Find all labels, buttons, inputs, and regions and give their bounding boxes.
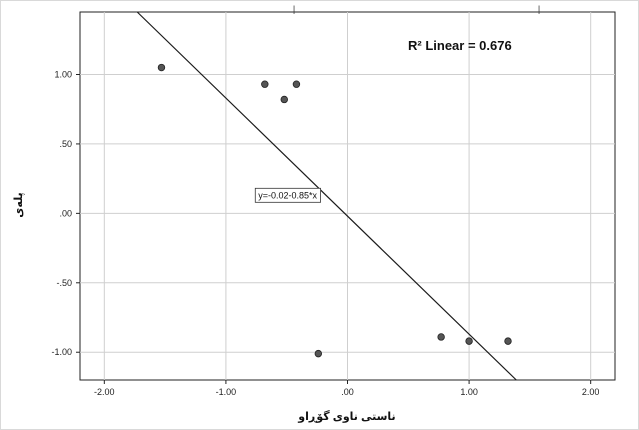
x-axis-title: ناستی ناوی گۆڕاو <box>297 410 395 423</box>
equation-label-box: y=-0.02-0.85*x <box>254 187 321 203</box>
equation-label: y=-0.02-0.85*x <box>258 190 317 200</box>
x-tick-label: 2.00 <box>582 387 600 397</box>
fit-line-layer <box>136 11 517 381</box>
r2-label: R² Linear = 0.676 <box>408 38 512 53</box>
data-point <box>280 95 288 104</box>
data-point <box>314 349 323 358</box>
y-axis-title: پلەی <box>13 192 25 217</box>
top-mark: | <box>538 4 540 14</box>
y-tick-label: -.50 <box>56 278 72 288</box>
y-tick-label: .50 <box>59 139 72 149</box>
gridlines <box>80 12 615 380</box>
x-tick-label: 1.00 <box>460 387 478 397</box>
data-point <box>261 80 269 88</box>
y-tick-label: 1.00 <box>54 69 72 79</box>
x-tick-label: .00 <box>341 387 354 397</box>
data-point <box>437 333 445 341</box>
y-tick-label: -1.00 <box>51 347 72 357</box>
data-points <box>157 63 512 358</box>
data-point <box>292 80 301 88</box>
data-point <box>504 337 512 345</box>
x-tick-label: -2.00 <box>94 387 115 397</box>
fit-line <box>136 11 517 381</box>
x-tick-label: -1.00 <box>216 387 237 397</box>
y-tick-label: .00 <box>59 208 72 218</box>
data-point <box>157 63 166 72</box>
equation-box-frame <box>254 187 321 203</box>
data-point <box>465 337 473 345</box>
top-mark: | <box>293 4 295 14</box>
tick-labels: -2.00 -1.00 .00 1.00 2.00 1.00 .50 .00 -.50 -1.00 <box>51 69 599 397</box>
